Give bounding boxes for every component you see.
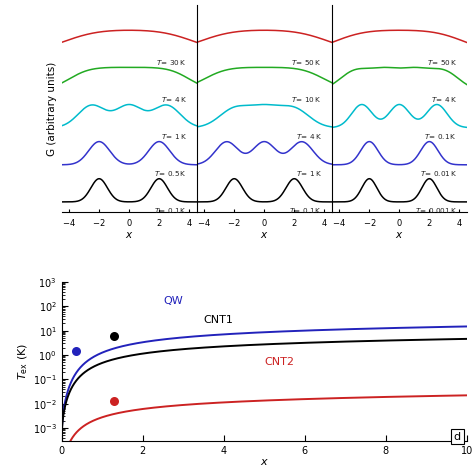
- Text: $T\!=\!$ 0.01$\,$K: $T\!=\!$ 0.01$\,$K: [419, 169, 457, 178]
- Text: CNT2: CNT2: [264, 357, 294, 367]
- Text: CNT1: CNT1: [203, 315, 233, 325]
- Text: $T\!=\!$ 10$\,$K: $T\!=\!$ 10$\,$K: [292, 95, 322, 104]
- Text: $T\!=\!$ 1$\,$K: $T\!=\!$ 1$\,$K: [296, 169, 322, 178]
- Text: $T\!=\!$ 0.1$\,$K: $T\!=\!$ 0.1$\,$K: [289, 206, 322, 215]
- X-axis label: $x$: $x$: [395, 229, 403, 239]
- Text: $T\!=\!$ 1$\,$K: $T\!=\!$ 1$\,$K: [161, 132, 187, 141]
- Text: $T\!=\!$ 0.1$\,$K: $T\!=\!$ 0.1$\,$K: [154, 206, 187, 215]
- Text: $T\!=\!$ 4$\,$K: $T\!=\!$ 4$\,$K: [431, 95, 457, 104]
- Text: $T\!=\!$ 0.5$\,$K: $T\!=\!$ 0.5$\,$K: [154, 169, 187, 178]
- Text: $T\!=\!$ 50$\,$K: $T\!=\!$ 50$\,$K: [292, 58, 322, 67]
- Text: QW: QW: [163, 296, 182, 306]
- X-axis label: $x$: $x$: [125, 229, 133, 239]
- Text: $T\!=\!$ 50$\,$K: $T\!=\!$ 50$\,$K: [427, 58, 457, 67]
- Text: $T\!=\!$ 0.1$\,$K: $T\!=\!$ 0.1$\,$K: [424, 132, 457, 141]
- Text: d: d: [454, 431, 461, 442]
- Text: $T\!=\!$ 4$\,$K: $T\!=\!$ 4$\,$K: [161, 95, 187, 104]
- X-axis label: $x$: $x$: [260, 229, 268, 239]
- Y-axis label: G (arbitrary units): G (arbitrary units): [47, 62, 57, 155]
- Y-axis label: $T_{\rm ex}$ (K): $T_{\rm ex}$ (K): [17, 343, 30, 380]
- Text: $T\!=\!$ 0.001$\,$K: $T\!=\!$ 0.001$\,$K: [415, 206, 457, 215]
- X-axis label: $x$: $x$: [260, 457, 269, 467]
- Text: $T\!=\!$ 30$\,$K: $T\!=\!$ 30$\,$K: [156, 58, 187, 67]
- Text: $T\!=\!$ 4$\,$K: $T\!=\!$ 4$\,$K: [296, 132, 322, 141]
